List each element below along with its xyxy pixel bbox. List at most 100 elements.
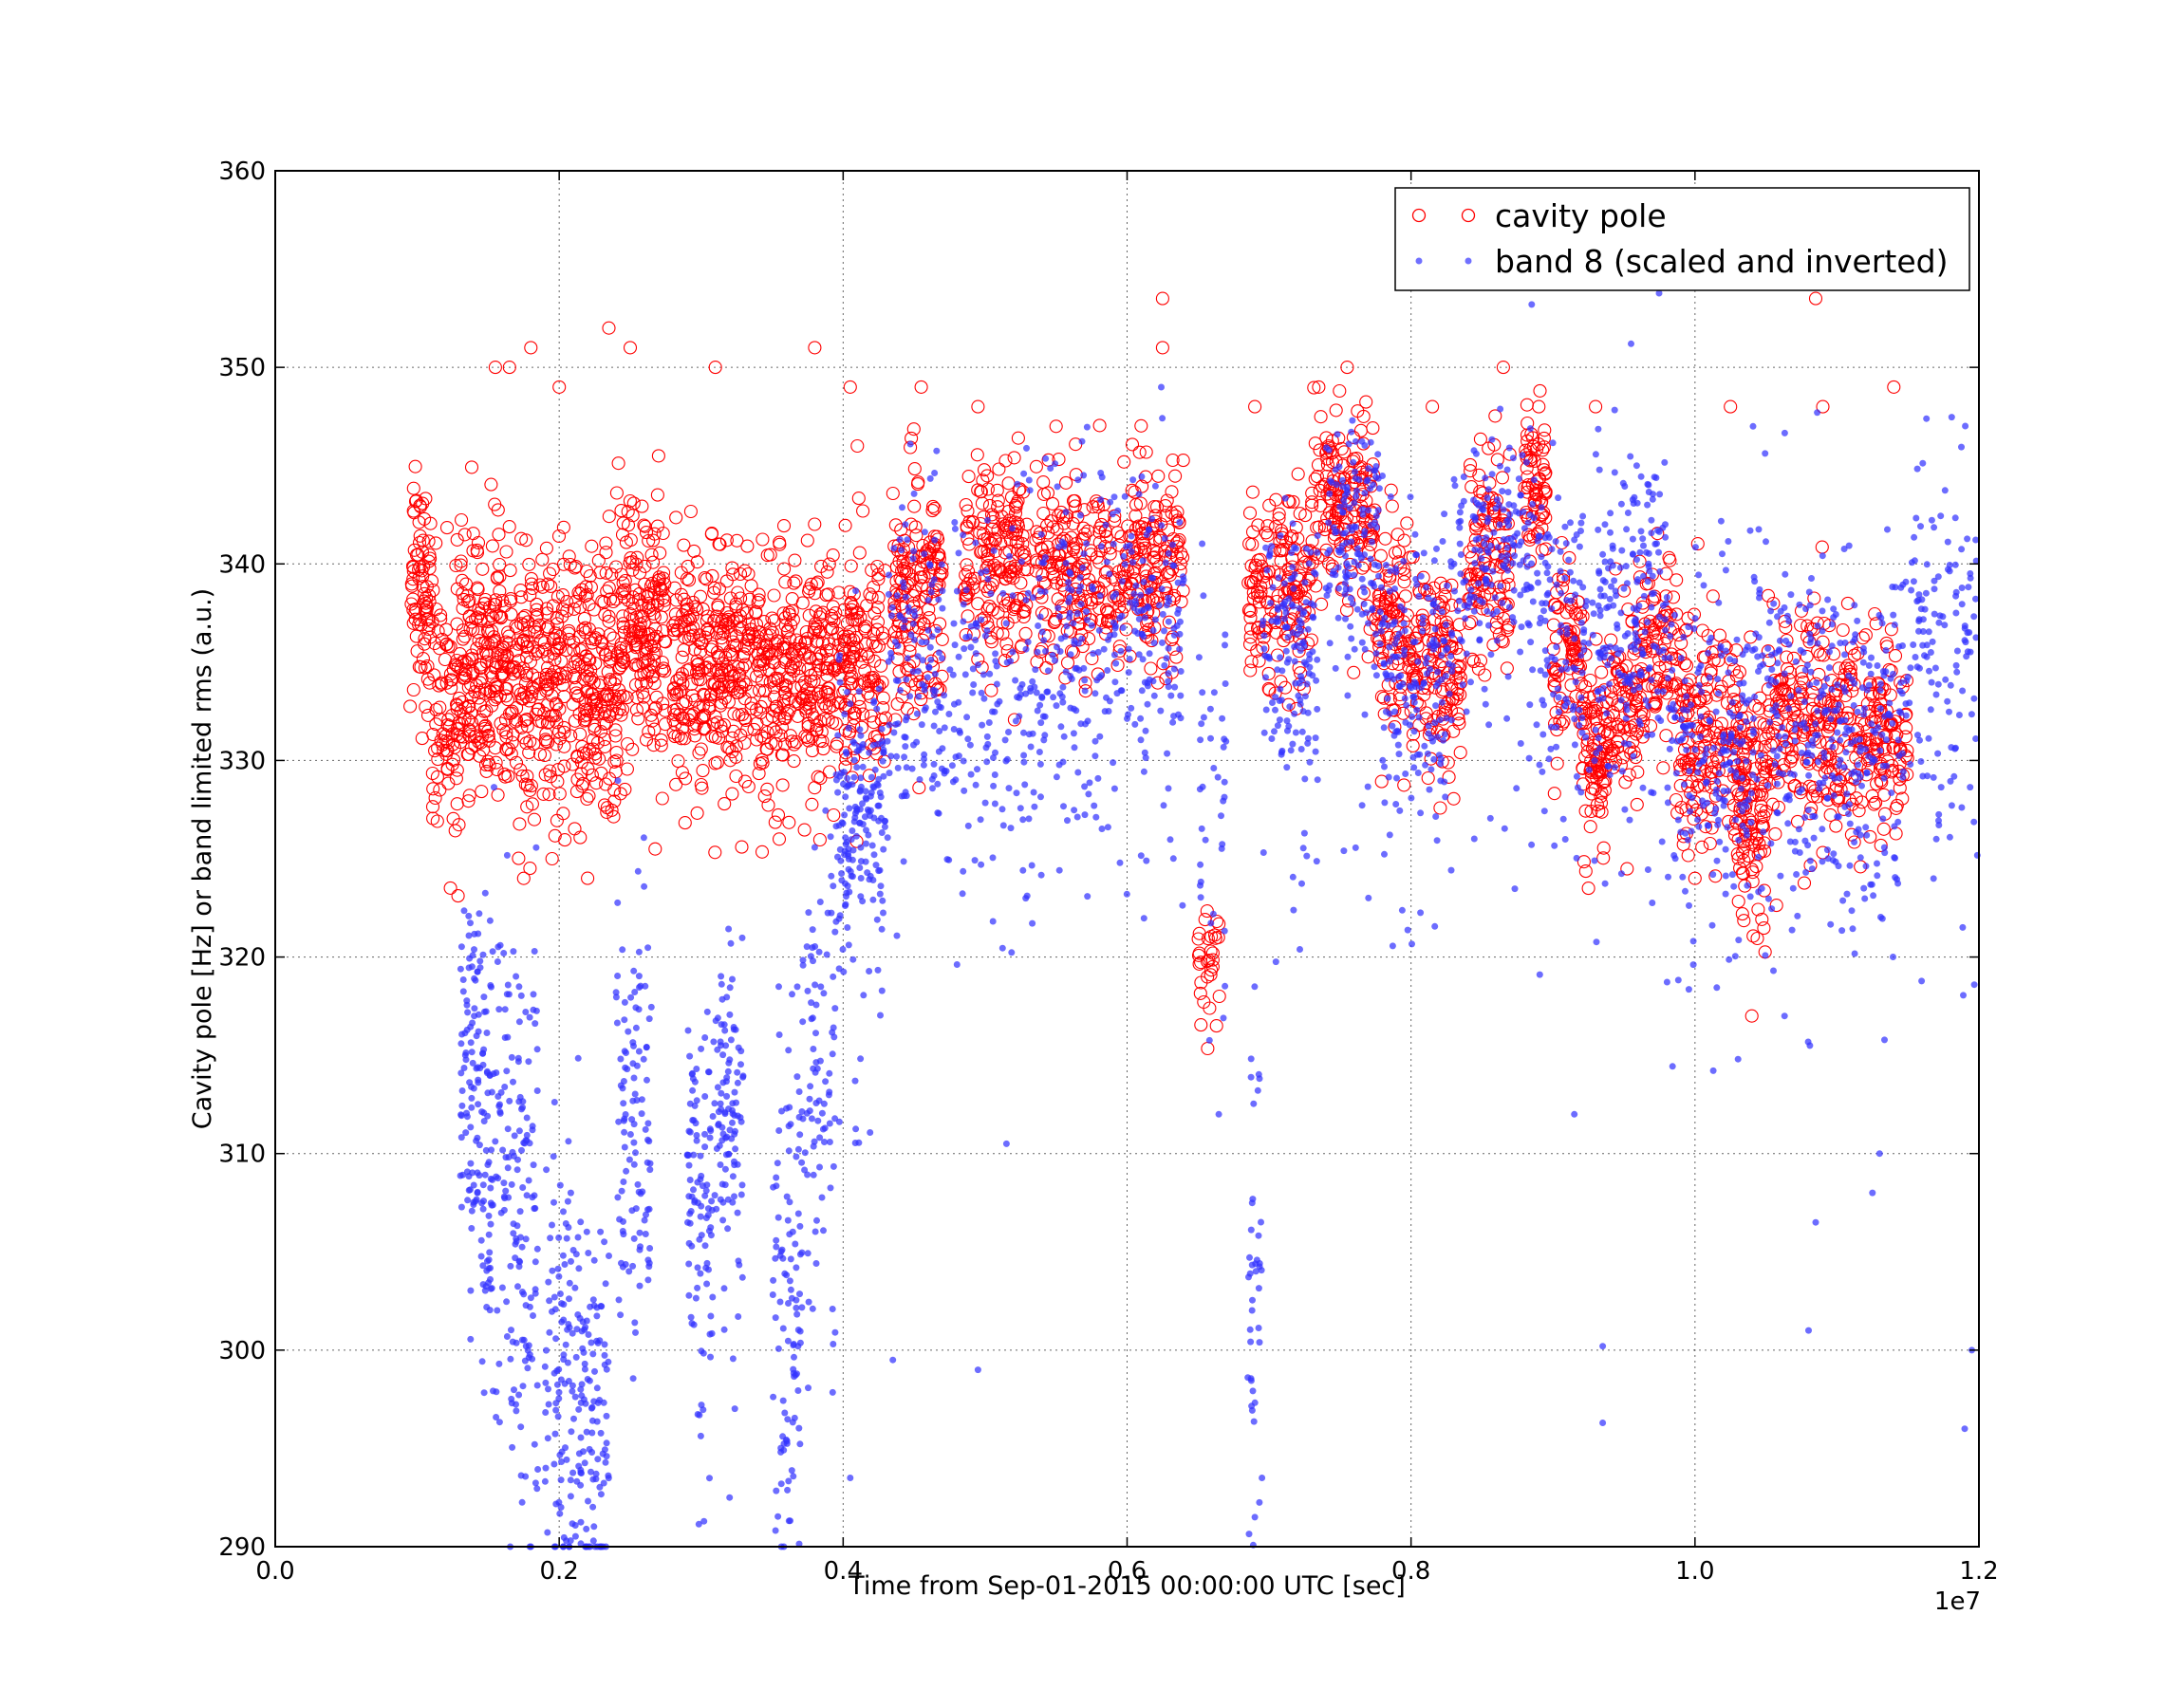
cavity-pole-point — [1201, 932, 1215, 946]
cavity-pole-point — [1269, 625, 1283, 640]
cavity-pole-point — [754, 699, 768, 714]
cavity-pole-point — [536, 787, 550, 801]
cavity-pole-point — [454, 735, 468, 750]
cavity-pole-point — [737, 675, 751, 689]
band-8-point — [588, 1468, 594, 1476]
band-8-point — [533, 1087, 541, 1094]
cavity-pole-point — [608, 560, 624, 574]
band-8-point — [577, 1481, 585, 1489]
band-8-point — [597, 1228, 605, 1235]
cavity-pole-point — [764, 736, 778, 751]
cavity-pole-point — [538, 733, 552, 747]
band-8-point — [686, 1128, 694, 1136]
band-8-point — [478, 1358, 486, 1365]
cavity-pole-point — [618, 782, 632, 796]
cavity-pole-point — [1242, 637, 1258, 651]
cavity-pole-point — [1444, 703, 1459, 717]
cavity-pole-point — [408, 612, 422, 626]
cavity-pole-point — [813, 771, 828, 786]
cavity-pole-point — [520, 635, 534, 649]
cavity-pole-point — [991, 561, 1005, 575]
band-8-point — [562, 1341, 569, 1348]
band-8-point — [640, 1055, 647, 1063]
cavity-pole-point — [785, 603, 799, 618]
cavity-pole-point — [1243, 630, 1258, 644]
band-8-point — [645, 1015, 653, 1023]
cavity-pole-point — [1618, 775, 1633, 789]
cavity-pole-point — [1145, 634, 1159, 648]
cavity-pole-point — [1709, 751, 1724, 765]
band-8-point — [628, 1116, 636, 1123]
cavity-pole-point — [1631, 765, 1645, 779]
band-8-point — [463, 1113, 471, 1121]
cavity-pole-point — [671, 623, 685, 638]
cavity-pole-point — [1594, 796, 1609, 810]
cavity-pole-point — [927, 501, 942, 515]
cavity-pole-point — [1446, 724, 1461, 738]
cavity-pole-point — [419, 699, 433, 715]
band-8-point — [508, 1180, 515, 1188]
cavity-pole-point — [767, 656, 782, 670]
cavity-pole-point — [626, 623, 641, 638]
band-8-point — [480, 1118, 488, 1124]
cavity-pole-point — [412, 659, 426, 674]
band-8-point — [697, 1432, 704, 1439]
cavity-pole-point — [1073, 595, 1089, 610]
band-8-point — [577, 1399, 585, 1406]
cavity-pole-point — [516, 618, 531, 632]
cavity-pole-point — [1696, 650, 1710, 664]
cavity-pole-point — [783, 729, 797, 743]
cavity-pole-point — [522, 557, 536, 571]
band-8-point — [541, 1363, 549, 1370]
band-8-point — [473, 1032, 480, 1040]
cavity-pole-point — [426, 727, 440, 742]
band-8-point — [577, 1469, 585, 1476]
cavity-pole-point — [1570, 607, 1584, 622]
cavity-pole-point — [586, 733, 600, 747]
cavity-pole-point — [1556, 699, 1570, 715]
cavity-pole-point — [1269, 520, 1283, 534]
cavity-pole-point — [812, 832, 827, 847]
cavity-pole-point — [718, 797, 732, 811]
cavity-pole-point — [499, 725, 513, 740]
cavity-pole-point — [862, 678, 876, 694]
cavity-pole-point — [911, 475, 925, 490]
cavity-pole-point — [711, 649, 725, 663]
cavity-pole-point — [1337, 445, 1352, 459]
cavity-pole-point — [464, 460, 479, 474]
cavity-pole-point — [1652, 660, 1667, 675]
band-8-point — [645, 1259, 653, 1267]
cavity-pole-point — [1595, 665, 1609, 679]
band-8-point — [709, 1293, 717, 1301]
cavity-pole-point — [650, 488, 664, 502]
band-8-point — [644, 1159, 651, 1166]
band-8-point — [630, 967, 638, 975]
cavity-pole-point — [730, 611, 744, 625]
cavity-pole-point — [675, 650, 689, 664]
cavity-pole-point — [1129, 509, 1143, 523]
cavity-pole-point — [646, 653, 662, 668]
cavity-pole-point — [778, 575, 793, 589]
cavity-pole-point — [802, 608, 816, 622]
cavity-pole-point — [646, 533, 661, 548]
band-8-point — [601, 1341, 608, 1348]
cavity-pole-point — [602, 609, 616, 623]
band-8-point — [589, 1296, 597, 1304]
cavity-pole-point — [646, 631, 661, 645]
band-8-point — [632, 1149, 639, 1157]
cavity-pole-point — [707, 613, 721, 628]
band-8-point — [588, 1449, 596, 1456]
cavity-pole-point — [558, 833, 572, 847]
cavity-pole-point — [744, 622, 758, 637]
cavity-pole-point — [675, 667, 689, 681]
cavity-pole-point — [594, 724, 608, 739]
cavity-pole-point — [582, 598, 596, 612]
band-8-point — [614, 1194, 622, 1201]
cavity-pole-point — [537, 706, 551, 720]
cavity-pole-point — [704, 642, 718, 657]
band-8-point — [505, 1194, 513, 1201]
cavity-pole-point — [829, 606, 843, 621]
cavity-pole-point — [1034, 541, 1048, 555]
band-8-point — [552, 1406, 560, 1414]
cavity-pole-point — [1078, 684, 1092, 698]
